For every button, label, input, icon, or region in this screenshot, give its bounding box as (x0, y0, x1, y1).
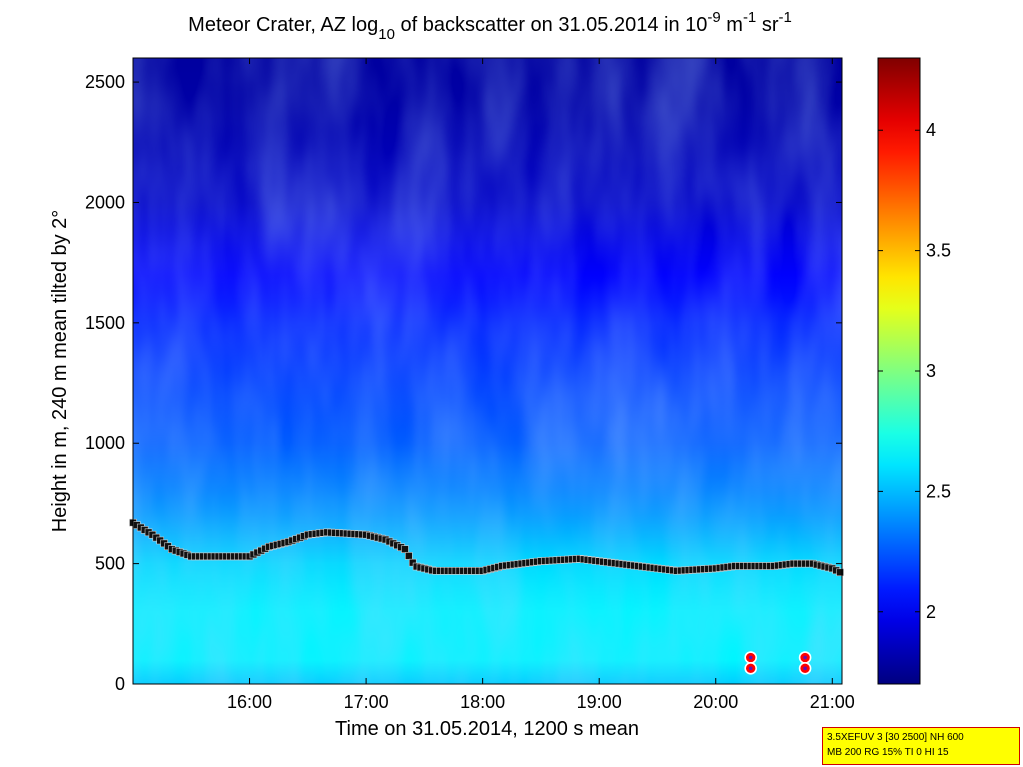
y-tick-label: 2500 (85, 72, 125, 92)
colorbar: 2 2.5 3 3.5 4 (877, 57, 951, 685)
y-tick-label: 1000 (85, 433, 125, 453)
red-point-center (748, 666, 753, 671)
colorbar-tick-label: 2 (926, 602, 936, 622)
y-tick-label: 2000 (85, 192, 125, 212)
mixing-layer-marker (405, 552, 413, 560)
mixing-layer-marker (408, 558, 417, 567)
heatmap-texture (133, 58, 842, 684)
y-tick-label: 1500 (85, 313, 125, 333)
colorbar-tick-label: 4 (926, 120, 936, 140)
y-tick-label: 500 (95, 554, 125, 574)
y-axis-label: Height in m, 240 m mean tilted by 2° (49, 210, 71, 533)
plot-frame (132, 57, 843, 685)
x-tick-label: 21:00 (810, 692, 855, 712)
info-line-1: 3.5XEFUV 3 [30 2500] NH 600 (827, 732, 964, 743)
info-line-2: MB 200 RG 15% TI 0 HI 15 (827, 747, 949, 758)
x-tick-label: 18:00 (460, 692, 505, 712)
red-point-markers (744, 651, 812, 675)
y-axis-ticks: 0 500 1000 1500 2000 2500 (85, 72, 842, 694)
mixing-layer-marker (836, 568, 844, 577)
colorbar-strip (877, 57, 921, 685)
x-tick-label: 20:00 (693, 692, 738, 712)
plot-area: 16:00 17:00 18:00 19:00 20:00 21:00 0 500 1000 1… (85, 57, 855, 712)
x-axis-ticks: 16:00 17:00 18:00 19:00 20:00 21:00 (227, 58, 855, 712)
red-point-center (803, 666, 807, 671)
colorbar-tick-label: 3 (926, 361, 936, 381)
red-point-center (803, 655, 807, 660)
mixing-layer-markers (129, 518, 844, 577)
red-point-center (748, 655, 753, 660)
mixing-layer-marker (401, 545, 409, 553)
chart-title: Meteor Crater, AZ log10 of backscatter o… (188, 9, 792, 43)
colorbar-ticks: 2 2.5 3 3.5 4 (878, 120, 951, 622)
x-tick-label: 17:00 (344, 692, 389, 712)
x-tick-label: 16:00 (227, 692, 272, 712)
colorbar-tick-label: 3.5 (926, 241, 951, 261)
info-box: 3.5XEFUV 3 [30 2500] NH 600 MB 200 RG 15… (822, 727, 1020, 765)
y-tick-label: 0 (115, 674, 125, 694)
colorbar-tick-label: 2.5 (926, 481, 951, 501)
x-axis-label: Time on 31.05.2014, 1200 s mean (335, 718, 639, 740)
x-tick-label: 19:00 (577, 692, 622, 712)
